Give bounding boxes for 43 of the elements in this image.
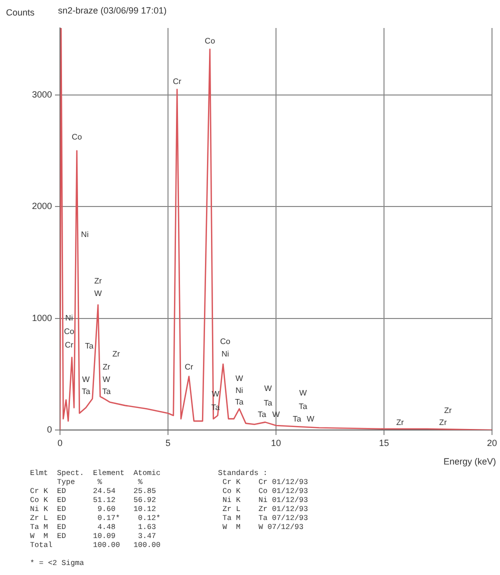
x-tick-label: 5 xyxy=(165,438,171,448)
y-tick-label: 2000 xyxy=(32,201,52,212)
x-tick-label: 20 xyxy=(486,438,497,448)
annotation: Zr xyxy=(112,349,120,358)
annotation: Zr xyxy=(94,276,102,286)
annotation: W xyxy=(306,414,315,424)
annotation: Ni xyxy=(81,230,89,239)
annotation: Co xyxy=(72,132,83,142)
annotation: Ta xyxy=(258,410,267,420)
y-tick-label: 0 xyxy=(46,424,52,434)
annotation: Zr xyxy=(396,418,404,427)
annotation: Ta xyxy=(264,398,273,408)
annotation: Zr xyxy=(439,418,448,427)
chart-title: sn2-braze (03/06/99 17:01) xyxy=(58,5,167,16)
y-tick-label: 1000 xyxy=(32,312,52,323)
annotation: Ta xyxy=(82,387,91,396)
annotation: Ta xyxy=(235,397,244,406)
annotation: Zr xyxy=(444,406,452,416)
annotation: W xyxy=(299,388,308,398)
annotation: Ni xyxy=(235,386,244,396)
annotation: Ta xyxy=(102,387,112,396)
annotation: Ni xyxy=(221,349,230,358)
annotation: Co xyxy=(204,36,216,46)
annotation: Ta xyxy=(292,414,302,424)
y-axis-title: Counts xyxy=(6,7,36,18)
annotation: Ta xyxy=(298,402,308,411)
y-tick-label: 3000 xyxy=(32,89,52,100)
annotation: W xyxy=(82,374,90,384)
annotation: Ta xyxy=(84,341,94,350)
x-axis-title: Energy (keV) xyxy=(443,456,496,466)
annotation: Co xyxy=(220,336,231,346)
annotation: W xyxy=(235,374,244,383)
annotation: W xyxy=(94,288,102,298)
x-tick-label: 15 xyxy=(378,438,390,448)
annotation: Zr xyxy=(102,362,111,372)
annotation: Cr xyxy=(64,340,74,350)
annotation: W xyxy=(264,384,272,393)
x-tick-label: 10 xyxy=(270,438,282,448)
x-tick-label: 0 xyxy=(57,438,63,448)
annotation: Co xyxy=(64,326,75,336)
annotation: Cr xyxy=(184,362,194,372)
annotation: W xyxy=(102,374,111,384)
annotation: Cr xyxy=(172,76,182,86)
